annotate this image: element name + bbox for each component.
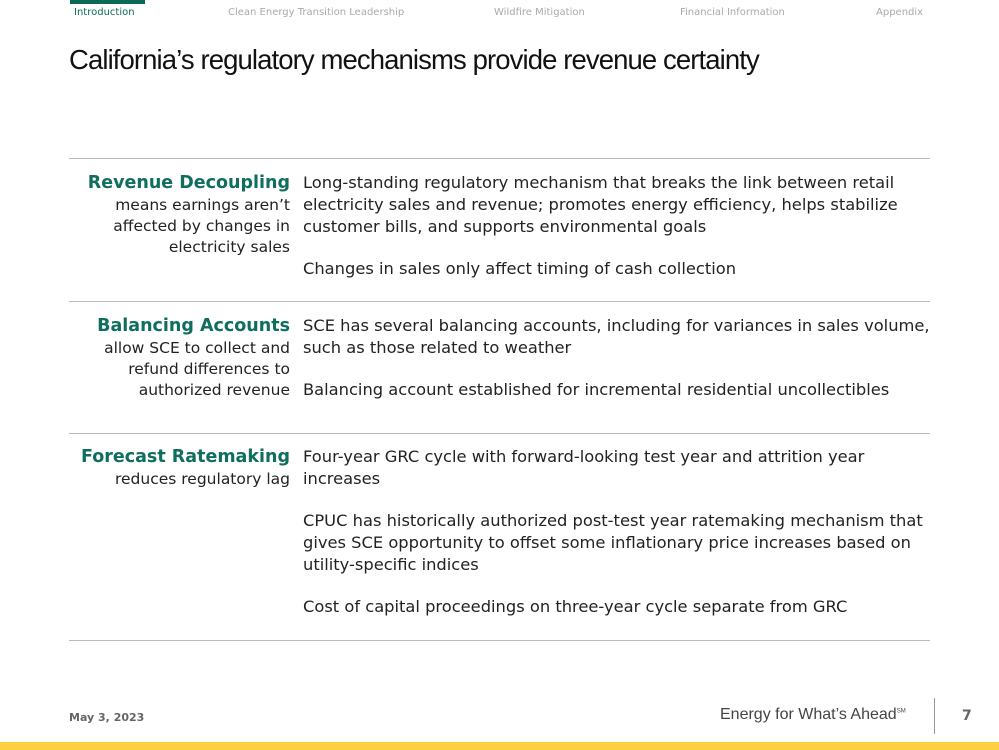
row-subtext: means earnings aren’t affected by change… [113, 196, 290, 256]
footer-separator [934, 698, 935, 734]
service-mark: SM [896, 708, 906, 715]
footer-bar [0, 742, 999, 750]
section-nav: Introduction Clean Energy Transition Lea… [0, 7, 999, 21]
row-point: Cost of capital proceedings on three-yea… [303, 597, 848, 616]
page-title: California’s regulatory mechanisms provi… [69, 44, 760, 75]
row-heading: Revenue Decoupling [87, 173, 290, 193]
row-subtext: allow SCE to collect and refund differen… [104, 339, 290, 399]
nav-wildfire[interactable]: Wildfire Mitigation [494, 7, 585, 18]
row-point: Four-year GRC cycle with forward-looking… [303, 447, 865, 488]
row-point: Long-standing regulatory mechanism that … [303, 173, 898, 236]
divider [69, 301, 930, 302]
row-point: Changes in sales only affect timing of c… [303, 259, 737, 278]
row-heading: Forecast Ratemaking [80, 447, 290, 467]
divider [69, 158, 930, 159]
tagline-text: Energy for What’s Ahead [720, 706, 897, 723]
nav-appendix[interactable]: Appendix [876, 7, 924, 18]
row-subtext: reduces regulatory lag [114, 470, 290, 488]
footer-date: May 3, 2023 [69, 711, 145, 724]
row-heading: Balancing Accounts [97, 316, 290, 336]
row-point: CPUC has historically authorized post-te… [303, 511, 923, 574]
row-point: SCE has several balancing accounts, incl… [303, 316, 930, 357]
page-number: 7 [962, 708, 972, 724]
divider [69, 433, 930, 434]
nav-financial[interactable]: Financial Information [680, 7, 785, 18]
nav-introduction[interactable]: Introduction [74, 7, 135, 18]
row-point: Balancing account established for increm… [303, 380, 890, 399]
divider [69, 640, 930, 641]
nav-clean-energy[interactable]: Clean Energy Transition Leadership [228, 7, 405, 18]
footer-tagline: Energy for What’s AheadSM [720, 706, 906, 724]
active-section-indicator [70, 0, 145, 4]
